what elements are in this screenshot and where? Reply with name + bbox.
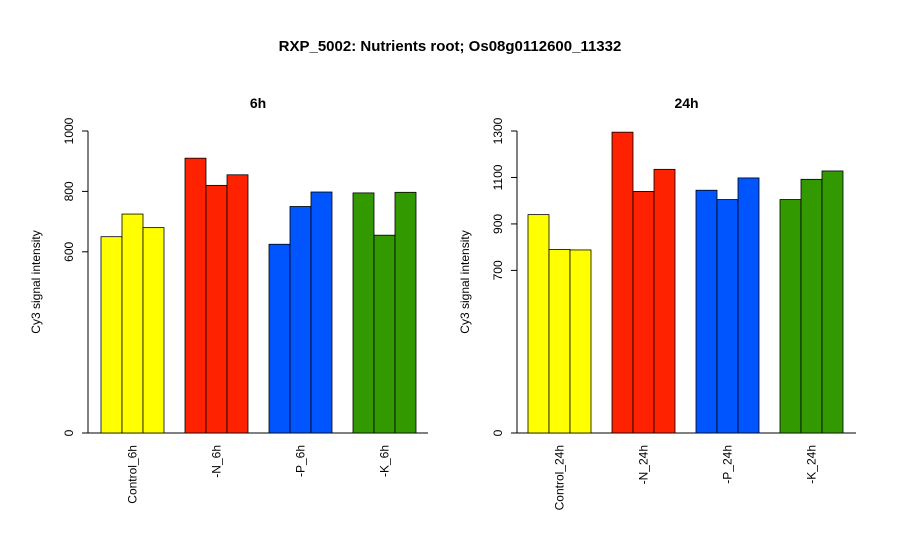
bar [737, 177, 760, 434]
chart-title: RXP_5002: Nutrients root; Os08g0112600_1… [278, 38, 622, 55]
bar [394, 191, 417, 434]
x-tick-label: -N_24h [637, 445, 651, 484]
x-tick-label: Control_6h [126, 445, 140, 504]
bar [800, 178, 823, 434]
y-tick-label: 1100 [491, 164, 505, 190]
bar [100, 236, 123, 434]
bar [373, 234, 396, 434]
x-tick-label: -P_24h [721, 445, 735, 484]
bar [352, 192, 375, 434]
y-tick-label: 0 [62, 429, 76, 436]
y-tick-label: 1300 [491, 117, 505, 144]
bar [716, 199, 739, 434]
bar [569, 249, 592, 434]
bar [289, 206, 312, 434]
bar [121, 213, 144, 434]
x-tick-label: Control_24h [553, 445, 567, 510]
y-tick-label: 1000 [62, 117, 76, 144]
y-tick-label: 900 [491, 214, 505, 234]
bar [268, 243, 291, 434]
y-axis-label: Cy3 signal intensity [29, 230, 43, 333]
bar [142, 227, 165, 434]
y-tick-label: 800 [62, 181, 76, 201]
bar [632, 190, 655, 434]
panel-title: 24h [674, 95, 698, 111]
bar [695, 189, 718, 434]
bar [527, 214, 550, 434]
bar [611, 131, 634, 434]
bar [226, 174, 249, 434]
y-tick-label: 700 [491, 260, 505, 280]
bar [310, 191, 333, 434]
bar [821, 170, 844, 434]
bar [779, 199, 802, 434]
y-axis-label: Cy3 signal intensity [458, 230, 472, 333]
bar [205, 184, 228, 434]
x-tick-label: -K_24h [805, 445, 819, 484]
bar [184, 157, 207, 434]
panel-title: 6h [250, 95, 266, 111]
bar [653, 168, 676, 434]
y-tick-label: 0 [491, 429, 505, 436]
x-tick-label: -P_6h [294, 445, 308, 477]
x-tick-label: -N_6h [210, 445, 224, 478]
y-tick-label: 600 [62, 241, 76, 261]
bar [548, 249, 571, 434]
x-tick-label: -K_6h [378, 445, 392, 477]
